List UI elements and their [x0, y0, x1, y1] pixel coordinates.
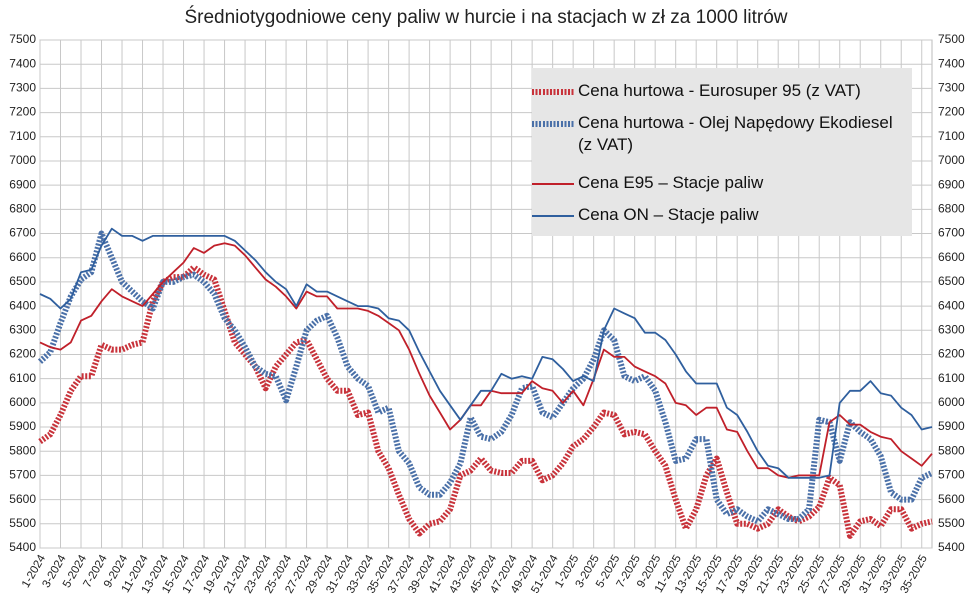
series-line — [39, 227, 933, 479]
y-tick-label: 5400 — [9, 540, 36, 554]
y-tick-label: 6800 — [9, 202, 36, 216]
y-tick-label: 6200 — [9, 347, 36, 361]
y-tick-label: 6900 — [9, 177, 36, 191]
y2-tick-label: 6200 — [938, 347, 965, 361]
legend-label: Cena ON – Stacje paliw — [578, 205, 759, 224]
legend: Cena hurtowa - Eurosuper 95 (z VAT) Cena … — [532, 68, 912, 236]
y-tick-label: 5600 — [9, 492, 36, 506]
y2-tick-label: 5600 — [938, 492, 965, 506]
y2-tick-label: 6600 — [938, 250, 965, 264]
y-tick-label: 5800 — [9, 443, 36, 457]
y2-tick-label: 7400 — [938, 56, 965, 70]
legend-label: Cena hurtowa - Olej Napędowy Ekodiesel (… — [578, 113, 893, 154]
y2-tick-label: 5800 — [938, 443, 965, 457]
legend-label: Cena E95 – Stacje paliw — [578, 173, 764, 192]
legend-swatch — [532, 121, 574, 127]
y-tick-label: 7000 — [9, 153, 36, 167]
chart-title: Średniotygodniowe ceny paliw w hurcie i … — [184, 6, 787, 28]
y2-tick-label: 7200 — [938, 105, 965, 119]
y2-tick-label: 6300 — [938, 322, 965, 336]
y2-tick-label: 6500 — [938, 274, 965, 288]
y2-tick-label: 5400 — [938, 540, 965, 554]
legend-swatch — [532, 215, 574, 217]
y2-tick-label: 7500 — [938, 32, 965, 46]
y-tick-label: 6700 — [9, 226, 36, 240]
y-tick-label: 6400 — [9, 298, 36, 312]
y-tick-label: 7500 — [9, 32, 36, 46]
y-tick-label: 7300 — [9, 81, 36, 95]
series-line — [39, 242, 933, 479]
y2-tick-label: 7300 — [938, 81, 965, 95]
y2-tick-label: 7100 — [938, 129, 965, 143]
y2-tick-label: 6700 — [938, 226, 965, 240]
legend-swatch — [532, 89, 574, 95]
y-tick-label: 6300 — [9, 322, 36, 336]
series-line — [37, 230, 934, 525]
y-tick-label: 7200 — [9, 105, 36, 119]
legend-swatch — [532, 183, 574, 185]
y2-tick-label: 5500 — [938, 516, 965, 530]
y2-tick-label: 6900 — [938, 177, 965, 191]
y2-tick-label: 7000 — [938, 153, 965, 167]
y2-tick-label: 6100 — [938, 371, 965, 385]
y-tick-label: 7400 — [9, 56, 36, 70]
y2-tick-label: 6400 — [938, 298, 965, 312]
y-tick-label: 5500 — [9, 516, 36, 530]
y-tick-label: 7100 — [9, 129, 36, 143]
y-tick-label: 6500 — [9, 274, 36, 288]
y-tick-label: 6100 — [9, 371, 36, 385]
y2-tick-label: 5700 — [938, 468, 965, 482]
y-tick-label: 6600 — [9, 250, 36, 264]
y2-tick-label: 5900 — [938, 419, 965, 433]
y-tick-label: 5700 — [9, 468, 36, 482]
y2-tick-label: 6800 — [938, 202, 965, 216]
y-tick-label: 6000 — [9, 395, 36, 409]
y-tick-label: 5900 — [9, 419, 36, 433]
legend-label: Cena hurtowa - Eurosuper 95 (z VAT) — [578, 81, 861, 100]
y2-tick-label: 6000 — [938, 395, 965, 409]
